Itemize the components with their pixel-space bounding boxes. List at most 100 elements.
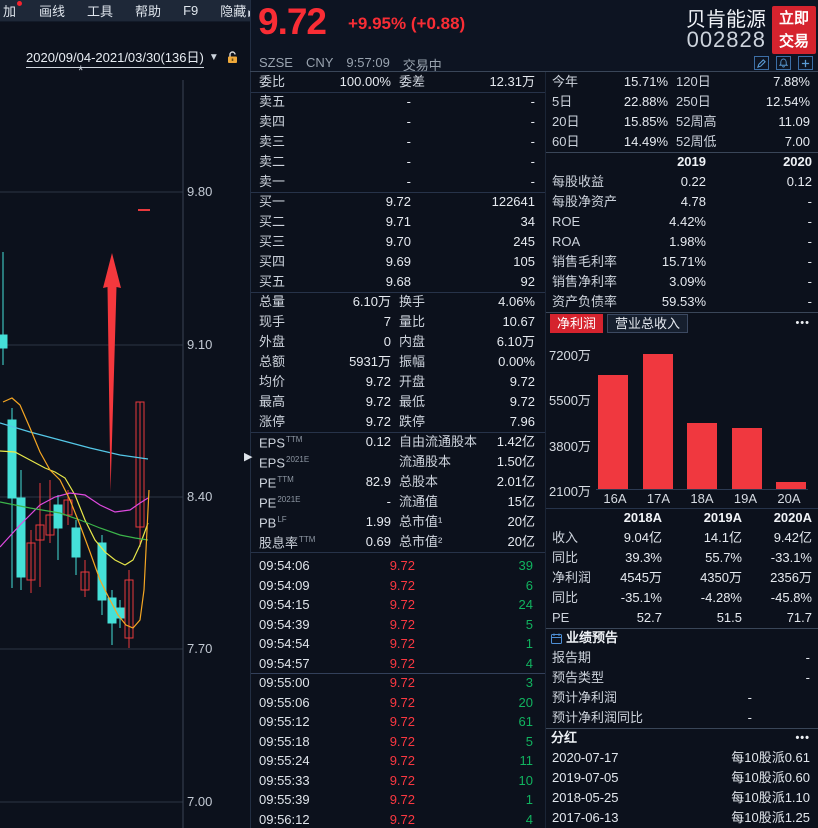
annual-value-1: 4545万 bbox=[620, 570, 662, 585]
metric-tabs: 净利润 营业总收入 ••• bbox=[546, 312, 818, 334]
bid-row[interactable]: 买五 9.68 92 bbox=[251, 272, 545, 292]
ask-row[interactable]: 卖五 - - bbox=[251, 92, 545, 112]
menu-item-tools[interactable]: 工具 bbox=[87, 4, 114, 19]
bar-category-label: 16A bbox=[603, 491, 627, 506]
performance-forecast-icon bbox=[551, 633, 562, 644]
menu-item-help[interactable]: 帮助 bbox=[135, 4, 162, 19]
stat-value-1: 9.72 bbox=[365, 394, 391, 409]
trade-volume: 3 bbox=[525, 675, 533, 690]
annual-year-3: 2020A bbox=[773, 510, 812, 525]
ask-price: - bbox=[406, 134, 411, 149]
ask-row[interactable]: 卖一 - - bbox=[251, 172, 545, 192]
bid-volume: 34 bbox=[520, 214, 535, 229]
net-profit-bar-chart[interactable]: 7200万 5500万 3800万 2100万 16A 17A 18A 19A 20A bbox=[546, 334, 818, 508]
more-icon[interactable]: ••• bbox=[795, 317, 810, 329]
trade-price: 9.72 bbox=[389, 597, 415, 612]
panel-collapse-icon[interactable]: ▶ bbox=[244, 451, 253, 463]
bid-levels: 买一 9.72 122641 买二 9.71 34 买三 9.70 245 bbox=[251, 192, 545, 292]
return-row: 60日 14.49% 52周低 7.00 bbox=[546, 132, 818, 152]
annual-label: PE bbox=[552, 610, 570, 625]
annual-row: 同比 39.3% 55.7% -33.1% bbox=[546, 548, 818, 568]
ask-label: 卖五 bbox=[259, 94, 286, 109]
trade-now-button[interactable]: 立即 交易 bbox=[772, 6, 816, 54]
valuation-label-1: PBLF bbox=[259, 515, 287, 531]
quote-header: 9.72 +9.95% (+0.88) 贝肯能源 002828 立即 交易 SZ… bbox=[250, 0, 818, 73]
weibi-label: 委比 bbox=[259, 74, 286, 89]
forecast-section-header: 业绩预告 bbox=[546, 628, 818, 648]
return-label-1: 20日 bbox=[552, 114, 580, 129]
bar-category-label: 17A bbox=[646, 491, 671, 506]
separator-line bbox=[546, 508, 818, 509]
add-watchlist-icon[interactable] bbox=[798, 56, 813, 70]
annual-header: 2018A 2019A 2020A bbox=[546, 508, 818, 528]
edit-icon[interactable] bbox=[754, 56, 769, 70]
bid-row[interactable]: 买三 9.70 245 bbox=[251, 232, 545, 252]
return-value-1: 15.85% bbox=[623, 114, 668, 129]
bar-category-label: 18A bbox=[690, 491, 714, 506]
bid-row[interactable]: 买一 9.72 122641 bbox=[251, 192, 545, 212]
annual-value-1: 52.7 bbox=[636, 610, 662, 625]
date-range-label[interactable]: 2020/09/04-2021/03/30(136日) bbox=[26, 47, 204, 68]
return-value-2: 12.54% bbox=[765, 94, 810, 109]
valuation-value-1: - bbox=[386, 494, 391, 509]
trade-price: 9.72 bbox=[389, 753, 415, 768]
separator-line bbox=[546, 628, 818, 629]
time-sales-list[interactable]: 09:54:06 9.72 39 09:54:09 9.72 6 09:54:1… bbox=[251, 556, 545, 828]
ask-row[interactable]: 卖三 - - bbox=[251, 132, 545, 152]
valuation-label-2: 总股本 bbox=[399, 474, 439, 489]
date-range-selector[interactable]: 2020/09/04-2021/03/30(136日) ▼ bbox=[26, 47, 239, 68]
fin-label: ROE bbox=[552, 214, 581, 229]
annual-value-2: 55.7% bbox=[705, 550, 742, 565]
fin-label: ROA bbox=[552, 234, 581, 249]
menu-item-add[interactable]: 加 bbox=[0, 1, 28, 20]
bid-label: 买一 bbox=[259, 194, 286, 209]
stat-label-2: 跌停 bbox=[399, 414, 426, 429]
bid-row[interactable]: 买二 9.71 34 bbox=[251, 212, 545, 232]
ask-row[interactable]: 卖四 - - bbox=[251, 112, 545, 132]
bar-axis-tick: 2100万 bbox=[549, 484, 591, 500]
ask-row[interactable]: 卖二 - - bbox=[251, 152, 545, 172]
stat-value-2: 6.10万 bbox=[496, 334, 535, 349]
return-label-2: 52周低 bbox=[676, 134, 717, 149]
fin-label: 销售净利率 bbox=[552, 274, 618, 289]
return-row: 5日 22.88% 250日 12.54% bbox=[546, 92, 818, 112]
valuation-rows: EPSTTM 0.12 自由流通股本 1.42亿 EPS2021E 流通股本 1… bbox=[251, 432, 545, 552]
stat-row: 总量 6.10万 换手 4.06% bbox=[251, 292, 545, 312]
svg-text:7.70: 7.70 bbox=[187, 641, 212, 656]
trade-time: 09:54:57 bbox=[259, 655, 310, 671]
candlestick-chart[interactable]: 9.80 9.10 8.40 7.70 7.00 bbox=[0, 80, 250, 828]
ask-label: 卖三 bbox=[259, 134, 286, 149]
menu-item-draw[interactable]: 画线 bbox=[39, 4, 66, 19]
stock-name: 贝肯能源 bbox=[686, 9, 766, 31]
ask-label: 卖四 bbox=[259, 114, 286, 129]
return-row: 今年 15.71% 120日 7.88% bbox=[546, 72, 818, 92]
tab-total-revenue[interactable]: 营业总收入 bbox=[607, 313, 689, 333]
dividend-more-icon[interactable]: ••• bbox=[795, 732, 810, 744]
stat-label-2: 最低 bbox=[399, 394, 426, 409]
bid-label: 买五 bbox=[259, 274, 286, 289]
valuation-value-2: 1.50亿 bbox=[496, 454, 535, 469]
lock-icon[interactable] bbox=[226, 51, 239, 64]
notification-dot-icon bbox=[17, 1, 23, 6]
last-price: 9.72 bbox=[258, 1, 327, 42]
time-sales-row: 09:54:54 9.72 1 bbox=[251, 634, 545, 654]
forecast-row: 预告类型 - bbox=[546, 668, 818, 688]
bid-label: 买二 bbox=[259, 214, 286, 229]
tab-net-profit[interactable]: 净利润 bbox=[550, 313, 604, 333]
bid-row[interactable]: 买四 9.69 105 bbox=[251, 252, 545, 272]
valuation-label-2: 总市值² bbox=[399, 534, 443, 549]
trade-time: 09:55:00 bbox=[259, 675, 310, 690]
trade-time: 09:54:15 bbox=[259, 597, 310, 612]
menu-item-f9[interactable]: F9 bbox=[183, 3, 199, 18]
time-sales-row: 09:54:06 9.72 39 bbox=[251, 556, 545, 576]
header-separator bbox=[250, 71, 818, 72]
annual-label: 同比 bbox=[552, 590, 579, 605]
alert-bell-icon[interactable] bbox=[776, 56, 791, 70]
kline-chart-panel[interactable]: 2020/09/04-2021/03/30(136日) ▼ * 9.80 9.10… bbox=[0, 22, 250, 828]
annual-label: 同比 bbox=[552, 550, 579, 565]
valuation-value-1: 1.99 bbox=[365, 514, 391, 529]
valuation-value-1: 0.12 bbox=[365, 434, 391, 449]
fin-value-1: 3.09% bbox=[669, 274, 706, 289]
quick-icons bbox=[754, 56, 813, 70]
valuation-value-2: 20亿 bbox=[507, 534, 535, 549]
